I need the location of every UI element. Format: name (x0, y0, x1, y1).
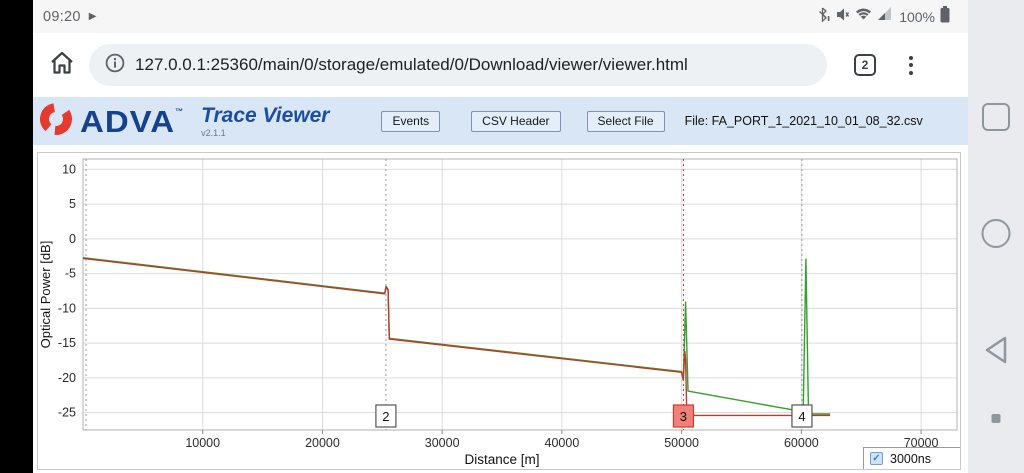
y-tick-label: 10 (62, 162, 76, 176)
y-axis-title: Optical Power [dB] (38, 241, 53, 349)
browser-content: 09:20 ▶ 100% (33, 0, 968, 473)
camera-cutout-strip (0, 0, 33, 473)
wifi-icon (855, 7, 872, 26)
x-tick-label: 30000 (425, 436, 460, 450)
x-tick-label: 70000 (904, 436, 939, 450)
home-icon[interactable] (49, 50, 75, 81)
y-tick-label: -10 (58, 301, 76, 315)
y-tick-label: -20 (58, 371, 76, 385)
recents-button[interactable] (982, 103, 1010, 131)
y-tick-label: 5 (69, 197, 76, 211)
x-tick-label: 50000 (664, 436, 699, 450)
y-tick-label: -5 (65, 267, 76, 281)
plot-border (82, 158, 958, 431)
pulse-width-box: ✓ 3000ns (863, 447, 960, 469)
status-bar: 09:20 ▶ 100% (33, 0, 968, 33)
pulse-width-checkbox[interactable]: ✓ (870, 452, 883, 465)
trace-green (82, 257, 831, 415)
otdr-trace-chart: 2 3 4 10000 20000 30000 40000 50000 60000 70000 10… (38, 158, 958, 467)
y-tick-label: -15 (58, 336, 76, 350)
x-tick-label: 60000 (784, 436, 819, 450)
tab-switcher-button[interactable]: 2 (854, 54, 876, 76)
event-box-2[interactable] (375, 404, 397, 428)
url-text[interactable]: 127.0.0.1:25360/main/0/storage/emulated/… (135, 55, 688, 74)
event-box-4[interactable] (791, 404, 813, 428)
page-info-icon[interactable] (105, 53, 125, 78)
x-tick-label: 20000 (305, 436, 340, 450)
home-button[interactable] (981, 219, 1011, 248)
browser-address-bar: 127.0.0.1:25360/main/0/storage/emulated/… (33, 33, 968, 97)
app-title-block: Trace Viewer v2.1.1 (201, 104, 329, 137)
app-version: v2.1.1 (201, 127, 226, 138)
trace-chart-container: 2 3 4 10000 20000 30000 40000 50000 60000 70000 10… (37, 152, 961, 470)
x-tick-label: 10000 (185, 436, 220, 450)
x-tick-label: 40000 (545, 436, 580, 450)
y-tick-label: 0 (69, 232, 76, 246)
page-title: Trace Viewer (201, 104, 330, 128)
notification-play-icon: ▶ (88, 11, 97, 22)
loaded-file-label: File: FA_PORT_1_2021_10_01_08_32.csv (684, 114, 923, 128)
android-nav-bar (968, 0, 1024, 473)
event-box-label-2: 2 (382, 409, 389, 424)
battery-percent: 100% (899, 8, 935, 25)
adva-wordmark: ADVA ™ (80, 103, 184, 139)
cell-signal-icon (877, 7, 892, 26)
bluetooth-disabled-icon (818, 7, 830, 27)
clock: 09:20 (43, 8, 81, 25)
battery-icon (940, 5, 950, 28)
vibrate-mute-icon (835, 7, 850, 27)
hide-dot-button[interactable] (991, 414, 1001, 423)
status-icons: 100% (818, 0, 950, 33)
event-box-3[interactable] (672, 404, 695, 428)
adva-logo-icon (39, 102, 73, 141)
y-tick-label: -25 (58, 406, 76, 420)
select-file-button[interactable]: Select File (586, 110, 665, 132)
app-header: ADVA ™ Trace Viewer v2.1.1 Events CSV He… (33, 97, 968, 145)
omnibox[interactable]: 127.0.0.1:25360/main/0/storage/emulated/… (89, 44, 827, 86)
event-box-label-4: 4 (798, 409, 805, 424)
events-button[interactable]: Events (381, 110, 441, 132)
event-box-label-3: 3 (680, 409, 687, 424)
pulse-width-label: 3000ns (890, 451, 932, 466)
csv-header-button[interactable]: CSV Header (471, 110, 561, 132)
browser-menu-button[interactable] (909, 55, 913, 75)
x-axis-title: Distance [m] (464, 452, 539, 467)
back-button[interactable] (981, 334, 1011, 371)
trace-red (82, 257, 831, 417)
